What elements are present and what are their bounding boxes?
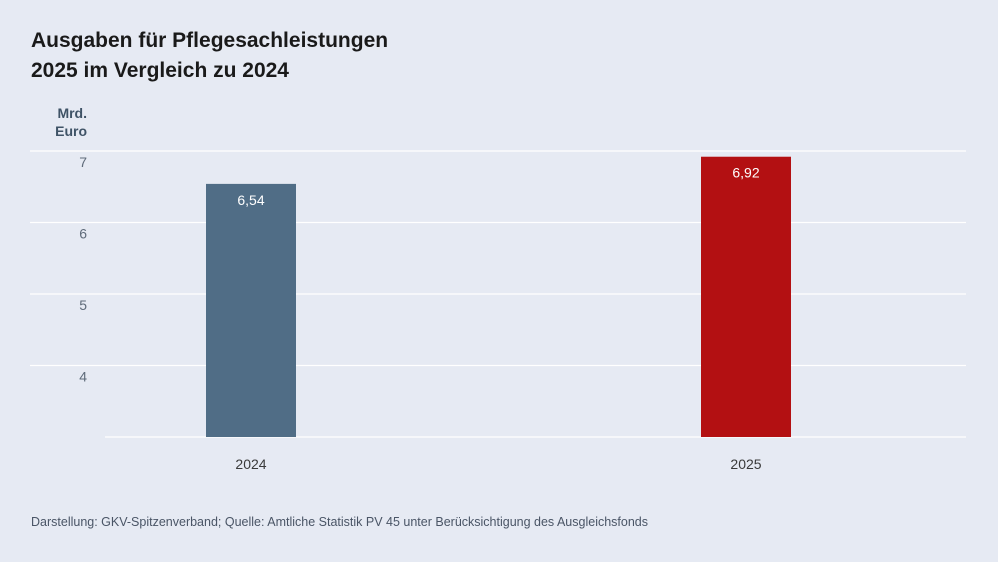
- x-tick-label-2025: 2025: [730, 456, 761, 472]
- data-label-2024: 6,54: [237, 192, 264, 208]
- chart-title: Ausgaben für Pflegesachleistungen 2025 i…: [31, 26, 388, 86]
- y-tick-label-6: 6: [79, 226, 87, 242]
- chart-title-line-2: 2025 im Vergleich zu 2024: [31, 59, 289, 82]
- y-axis-unit-label: Euro: [55, 123, 87, 139]
- chart-title-line-1: Ausgaben für Pflegesachleistungen: [31, 29, 389, 52]
- bar-2025: [701, 156, 791, 437]
- x-tick-label-2024: 2024: [235, 456, 266, 472]
- y-tick-label-4: 4: [79, 369, 87, 385]
- data-label-2025: 6,92: [732, 165, 759, 181]
- source-note: Darstellung: GKV-Spitzenverband; Quelle:…: [31, 515, 648, 529]
- y-tick-label-7: 7: [79, 154, 87, 170]
- y-tick-label-5: 5: [79, 297, 87, 313]
- bar-2024: [206, 183, 296, 437]
- y-axis-unit-label: Mrd.: [57, 105, 87, 121]
